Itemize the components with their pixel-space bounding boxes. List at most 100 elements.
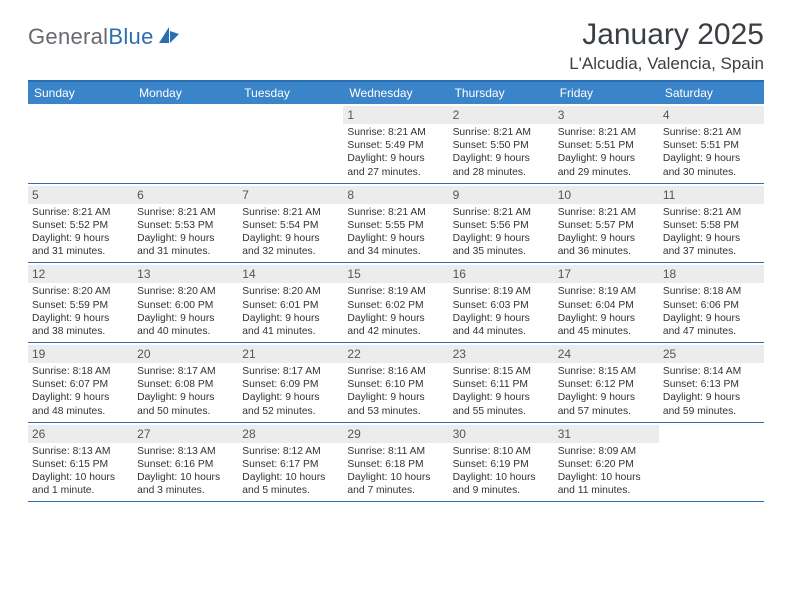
- calendar-cell: 13Sunrise: 8:20 AMSunset: 6:00 PMDayligh…: [133, 263, 238, 342]
- info-line: and 27 minutes.: [347, 166, 444, 179]
- day-number: 19: [28, 345, 133, 363]
- info-line: Sunset: 5:51 PM: [663, 139, 760, 152]
- info-line: Sunrise: 8:15 AM: [558, 365, 655, 378]
- info-line: and 44 minutes.: [453, 325, 550, 338]
- day-info: Sunrise: 8:10 AMSunset: 6:19 PMDaylight:…: [453, 445, 550, 498]
- info-line: Sunset: 6:07 PM: [32, 378, 129, 391]
- info-line: Sunrise: 8:21 AM: [242, 206, 339, 219]
- calendar-cell: [659, 423, 764, 502]
- calendar-cell: 23Sunrise: 8:15 AMSunset: 6:11 PMDayligh…: [449, 343, 554, 422]
- info-line: Sunrise: 8:21 AM: [453, 126, 550, 139]
- calendar-cell: 29Sunrise: 8:11 AMSunset: 6:18 PMDayligh…: [343, 423, 448, 502]
- info-line: Daylight: 9 hours: [663, 152, 760, 165]
- calendar-cell: 18Sunrise: 8:18 AMSunset: 6:06 PMDayligh…: [659, 263, 764, 342]
- info-line: and 40 minutes.: [137, 325, 234, 338]
- info-line: and 35 minutes.: [453, 245, 550, 258]
- info-line: and 29 minutes.: [558, 166, 655, 179]
- info-line: Sunset: 6:17 PM: [242, 458, 339, 471]
- calendar-cell: [238, 104, 343, 183]
- info-line: Daylight: 10 hours: [32, 471, 129, 484]
- info-line: and 31 minutes.: [137, 245, 234, 258]
- day-info: Sunrise: 8:20 AMSunset: 6:01 PMDaylight:…: [242, 285, 339, 338]
- day-info: Sunrise: 8:09 AMSunset: 6:20 PMDaylight:…: [558, 445, 655, 498]
- info-line: Sunset: 5:58 PM: [663, 219, 760, 232]
- info-line: and 31 minutes.: [32, 245, 129, 258]
- calendar-cell: 26 Sunrise: 8:13 AMSunset: 6:15 PMDayligh…: [28, 423, 133, 502]
- calendar-cell: 17Sunrise: 8:19 AMSunset: 6:04 PMDayligh…: [554, 263, 659, 342]
- info-line: Sunrise: 8:19 AM: [453, 285, 550, 298]
- info-line: and 36 minutes.: [558, 245, 655, 258]
- info-line: Daylight: 9 hours: [453, 312, 550, 325]
- calendar-cell: 14Sunrise: 8:20 AMSunset: 6:01 PMDayligh…: [238, 263, 343, 342]
- day-number: 10: [554, 186, 659, 204]
- info-line: Sunset: 6:11 PM: [453, 378, 550, 391]
- info-line: Sunrise: 8:19 AM: [347, 285, 444, 298]
- info-line: Sunset: 5:55 PM: [347, 219, 444, 232]
- info-line: Sunset: 6:01 PM: [242, 299, 339, 312]
- info-line: Sunrise: 8:18 AM: [32, 365, 129, 378]
- location: L'Alcudia, Valencia, Spain: [569, 54, 764, 74]
- info-line: Daylight: 10 hours: [347, 471, 444, 484]
- info-line: Sunrise: 8:21 AM: [558, 126, 655, 139]
- info-line: Sunset: 6:18 PM: [347, 458, 444, 471]
- info-line: Sunrise: 8:21 AM: [32, 206, 129, 219]
- info-line: and 34 minutes.: [347, 245, 444, 258]
- info-line: Sunset: 6:19 PM: [453, 458, 550, 471]
- info-line: Sunrise: 8:21 AM: [663, 126, 760, 139]
- day-info: Sunrise: 8:21 AMSunset: 5:57 PMDaylight:…: [558, 206, 655, 259]
- calendar-cell: [28, 104, 133, 183]
- info-line: Sunset: 6:08 PM: [137, 378, 234, 391]
- day-info: Sunrise: 8:20 AMSunset: 5:59 PMDaylight:…: [32, 285, 129, 338]
- day-header: Friday: [554, 82, 659, 104]
- day-number: 13: [133, 265, 238, 283]
- calendar-cell: 31Sunrise: 8:09 AMSunset: 6:20 PMDayligh…: [554, 423, 659, 502]
- day-info: Sunrise: 8:18 AMSunset: 6:07 PMDaylight:…: [32, 365, 129, 418]
- info-line: Sunset: 5:56 PM: [453, 219, 550, 232]
- info-line: Sunset: 6:02 PM: [347, 299, 444, 312]
- info-line: Daylight: 10 hours: [558, 471, 655, 484]
- info-line: Sunrise: 8:21 AM: [137, 206, 234, 219]
- info-line: and 3 minutes.: [137, 484, 234, 497]
- info-line: and 38 minutes.: [32, 325, 129, 338]
- info-line: and 48 minutes.: [32, 405, 129, 418]
- day-number: 3: [554, 106, 659, 124]
- info-line: Daylight: 9 hours: [347, 152, 444, 165]
- info-line: Sunset: 5:59 PM: [32, 299, 129, 312]
- day-info: Sunrise: 8:21 AMSunset: 5:50 PMDaylight:…: [453, 126, 550, 179]
- info-line: Sunset: 6:12 PM: [558, 378, 655, 391]
- info-line: Sunset: 5:50 PM: [453, 139, 550, 152]
- calendar-week: 26 Sunrise: 8:13 AMSunset: 6:15 PMDayligh…: [28, 423, 764, 503]
- day-number: 12: [28, 265, 133, 283]
- info-line: Daylight: 9 hours: [32, 232, 129, 245]
- calendar-cell: 2Sunrise: 8:21 AMSunset: 5:50 PMDaylight…: [449, 104, 554, 183]
- info-line: Sunset: 6:15 PM: [32, 458, 129, 471]
- calendar-cell: 28Sunrise: 8:12 AMSunset: 6:17 PMDayligh…: [238, 423, 343, 502]
- calendar-cell: 7Sunrise: 8:21 AMSunset: 5:54 PMDaylight…: [238, 184, 343, 263]
- info-line: and 9 minutes.: [453, 484, 550, 497]
- day-info: Sunrise: 8:19 AMSunset: 6:03 PMDaylight:…: [453, 285, 550, 338]
- info-line: Sunset: 6:04 PM: [558, 299, 655, 312]
- info-line: Sunrise: 8:21 AM: [347, 126, 444, 139]
- info-line: Sunrise: 8:15 AM: [453, 365, 550, 378]
- day-info: Sunrise: 8:21 AMSunset: 5:56 PMDaylight:…: [453, 206, 550, 259]
- info-line: and 11 minutes.: [558, 484, 655, 497]
- info-line: and 50 minutes.: [137, 405, 234, 418]
- info-line: and 55 minutes.: [453, 405, 550, 418]
- month-title: January 2025: [569, 18, 764, 52]
- info-line: Sunrise: 8:19 AM: [558, 285, 655, 298]
- info-line: Sunrise: 8:17 AM: [242, 365, 339, 378]
- info-line: and 32 minutes.: [242, 245, 339, 258]
- info-line: Daylight: 9 hours: [558, 391, 655, 404]
- day-number: 29: [343, 425, 448, 443]
- title-block: January 2025 L'Alcudia, Valencia, Spain: [569, 18, 764, 74]
- calendar-cell: 8Sunrise: 8:21 AMSunset: 5:55 PMDaylight…: [343, 184, 448, 263]
- info-line: Sunrise: 8:18 AM: [663, 285, 760, 298]
- calendar-cell: 30Sunrise: 8:10 AMSunset: 6:19 PMDayligh…: [449, 423, 554, 502]
- day-number: 26: [28, 425, 133, 443]
- day-header: Thursday: [449, 82, 554, 104]
- day-header: Saturday: [659, 82, 764, 104]
- day-header: Monday: [133, 82, 238, 104]
- day-info: Sunrise: 8:13 AMSunset: 6:15 PMDaylight:…: [32, 445, 129, 498]
- day-number: 8: [343, 186, 448, 204]
- info-line: Sunrise: 8:14 AM: [663, 365, 760, 378]
